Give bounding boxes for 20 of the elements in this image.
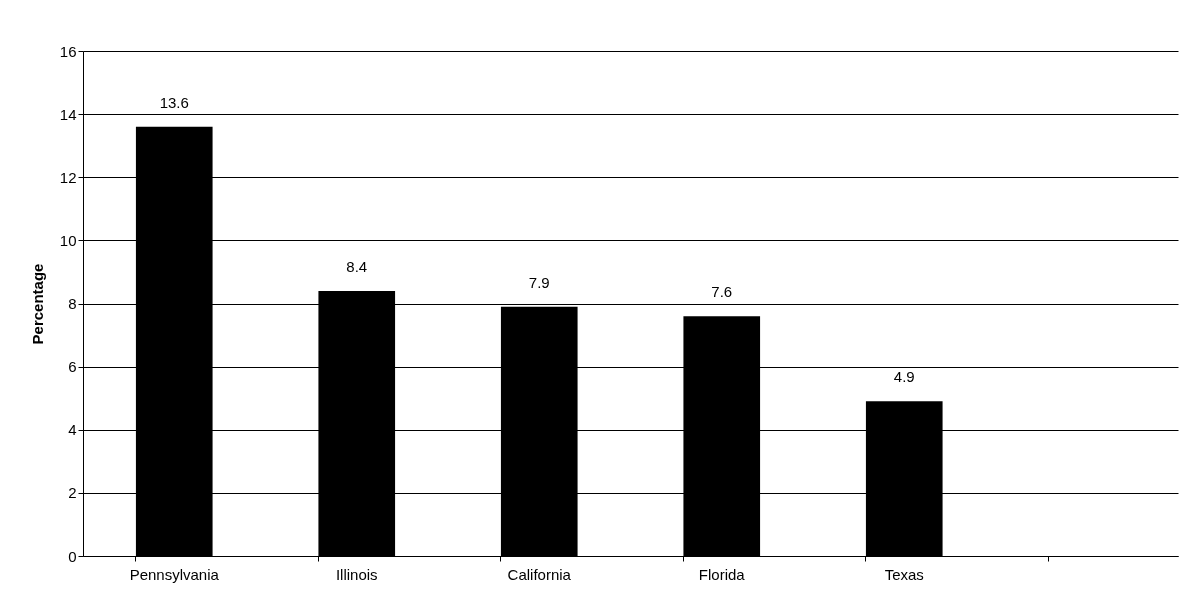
data-label: 4.9 [893,368,915,386]
x-tick-label: Texas [884,565,924,583]
x-tick-label: Illinois [335,565,378,583]
y-tick-label: 10 [59,231,77,249]
data-label: 13.6 [159,93,189,111]
x-tick-label: Pennsylvania [129,565,220,583]
y-tick-label: 12 [59,168,77,186]
y-tick-label: 8 [68,295,77,312]
y-tick-label: 2 [68,484,77,502]
data-label: 7.6 [711,283,733,301]
y-tick-label: 4 [68,421,77,439]
y-axis-title: Percentage [28,263,46,345]
y-tick-label: 16 [59,42,77,60]
y-tick-label: 14 [59,105,77,123]
x-tick-label: Florida [698,565,746,583]
y-tick-label: 0 [68,547,77,565]
x-tick-label: California [507,565,572,583]
data-label: 8.4 [346,257,368,275]
data-label: 7.9 [528,273,550,291]
y-tick-label: 6 [68,358,77,376]
